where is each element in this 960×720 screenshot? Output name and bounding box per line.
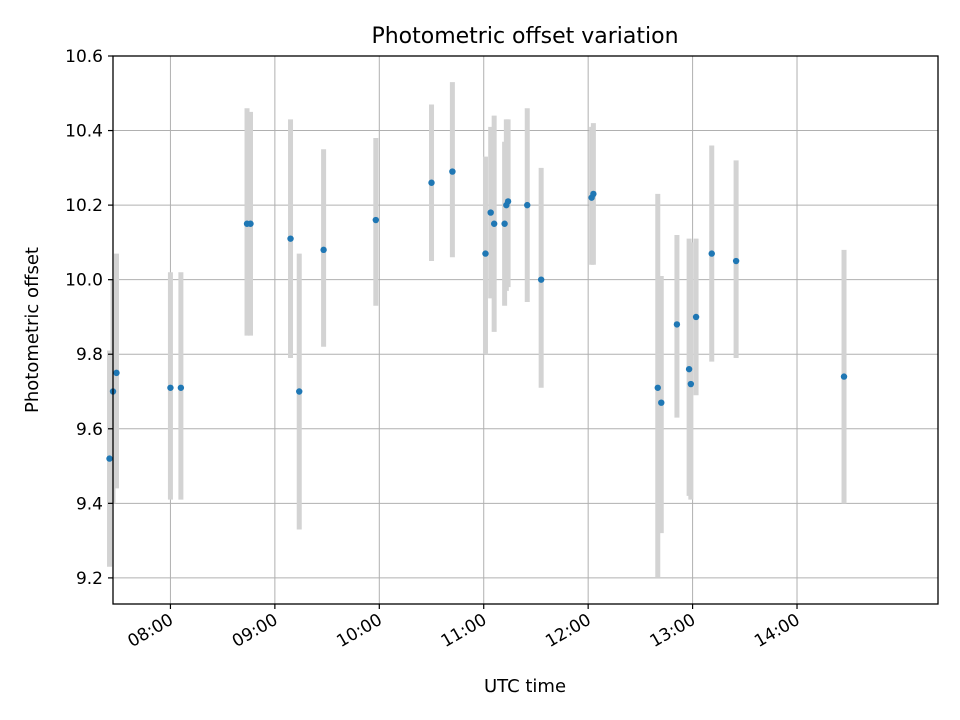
data-point <box>692 313 700 321</box>
y-tick-label: 10.4 <box>65 122 103 142</box>
data-point <box>247 220 254 227</box>
chart-title: Photometric offset variation <box>371 24 678 49</box>
data-point <box>524 201 531 209</box>
data-point <box>658 399 665 406</box>
data-point <box>732 257 740 265</box>
data-point <box>590 190 597 198</box>
plot-frame <box>112 55 939 605</box>
data-point <box>537 276 545 283</box>
data-point <box>167 384 174 391</box>
data-point <box>685 365 693 373</box>
data-points <box>106 168 848 462</box>
y-tick-label: 10.2 <box>65 196 103 216</box>
y-tick-label: 10.0 <box>65 271 103 291</box>
y-axis: 9.2 9.4 9.6 9.8 10.0 10.2 10.4 10.6 <box>65 47 113 589</box>
y-tick-label: 9.4 <box>76 494 103 514</box>
data-point <box>113 369 120 377</box>
data-point <box>687 380 695 388</box>
data-point <box>177 384 185 391</box>
y-axis-label: Photometric offset <box>22 247 43 413</box>
data-point <box>449 168 456 175</box>
data-point <box>708 250 715 257</box>
data-point <box>654 384 661 391</box>
data-point <box>501 220 508 227</box>
x-axis-label: UTC time <box>484 676 566 697</box>
data-point <box>372 216 380 224</box>
data-point <box>428 179 435 186</box>
y-tick-label: 9.2 <box>76 569 103 589</box>
data-point <box>296 388 303 395</box>
data-point <box>504 198 512 205</box>
y-tick-label: 9.8 <box>76 345 103 365</box>
data-point <box>487 209 494 216</box>
data-point <box>840 373 848 380</box>
data-point <box>106 455 113 462</box>
data-point <box>287 235 294 242</box>
y-tick-label: 9.6 <box>76 420 103 440</box>
data-point <box>482 250 489 257</box>
y-tick-label: 10.6 <box>65 47 103 67</box>
data-point <box>320 246 327 254</box>
data-point <box>490 220 498 227</box>
data-point <box>673 321 681 328</box>
